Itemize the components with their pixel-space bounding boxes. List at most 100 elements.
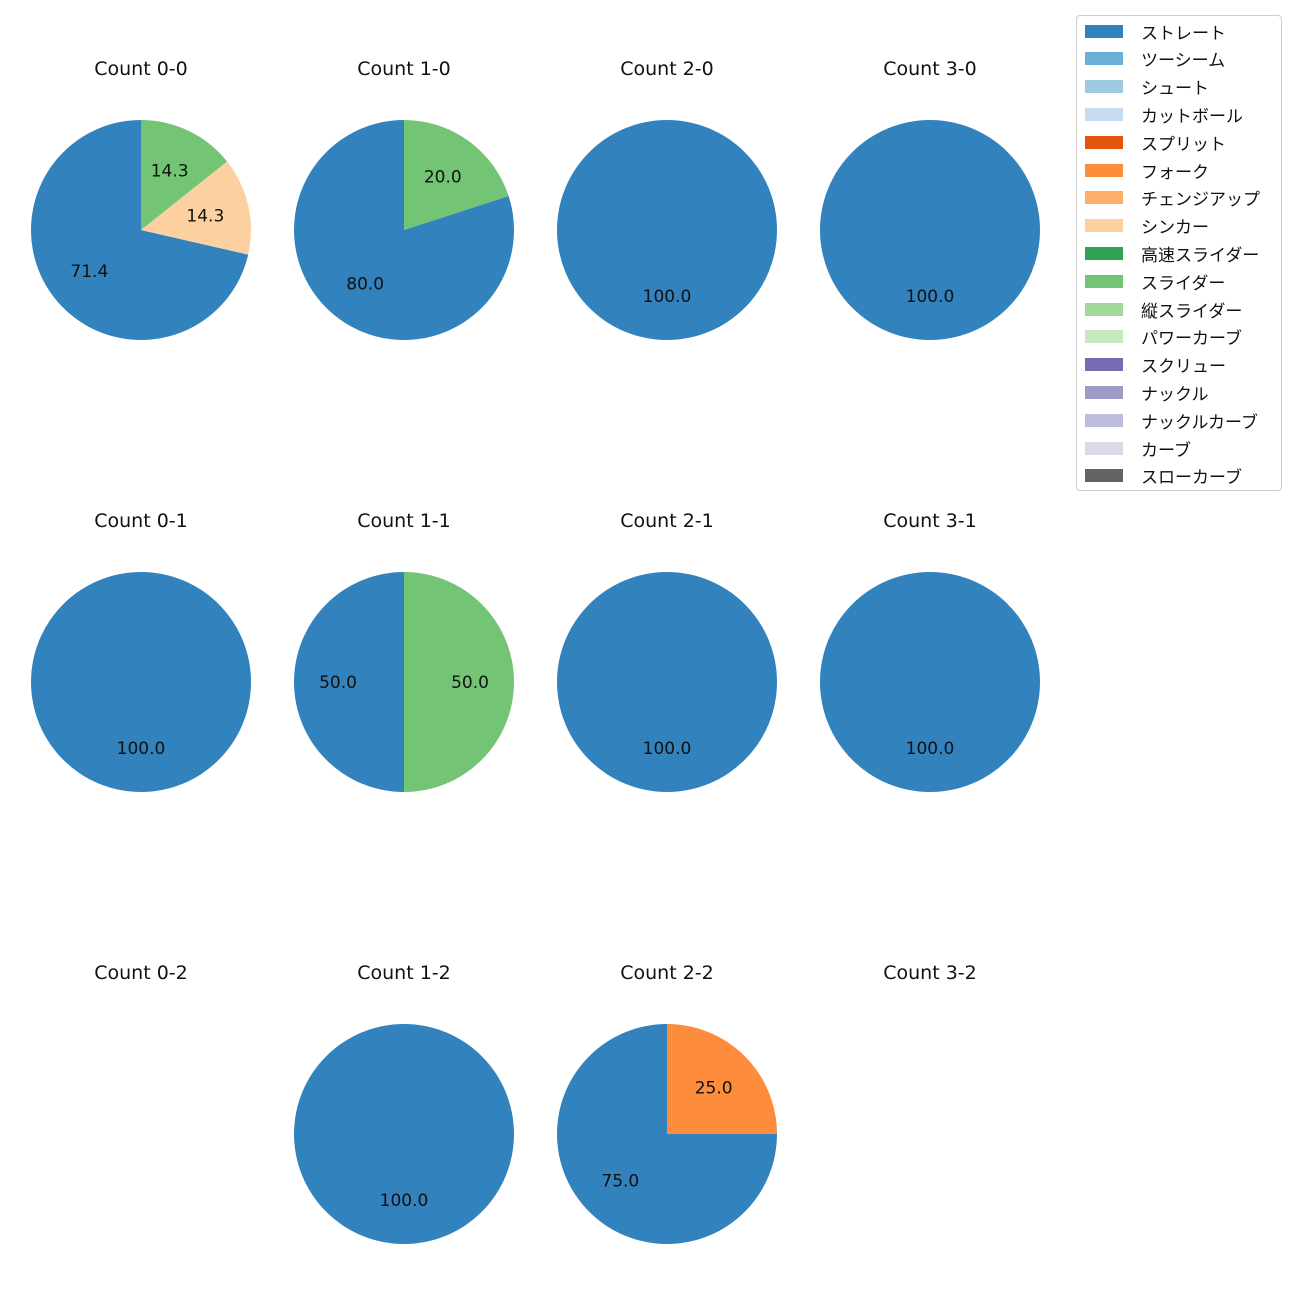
slice-label: 100.0 [906, 287, 955, 307]
legend-label: スローカーブ [1141, 468, 1242, 489]
pie-chart: Count 3-0 100.0 [820, 58, 1040, 340]
legend-swatch [1085, 469, 1123, 483]
slice-label: 50.0 [319, 673, 357, 693]
legend-swatch [1085, 246, 1123, 260]
legend-label: スプリット [1141, 134, 1226, 155]
pie-chart: Count 3-1 100.0 [820, 510, 1040, 792]
legend-label: スクリュー [1141, 357, 1226, 378]
pie-slice [557, 120, 777, 340]
pie-slice [820, 572, 1040, 792]
legend-swatch [1085, 330, 1123, 344]
pie-slice [30, 120, 249, 340]
pie-chart: Count 1-1 50.0 50.0 [294, 510, 514, 792]
chart-title: Count 0-1 [94, 510, 188, 532]
chart-title: Count 2-2 [620, 962, 714, 984]
legend-label: カーブ [1141, 440, 1191, 461]
pie-slice [293, 120, 514, 341]
legend-swatch [1085, 107, 1123, 121]
slice-label: 25.0 [695, 1078, 733, 1098]
legend-item: ツーシーム [1085, 49, 1226, 72]
pie-chart: Count 0-1 100.0 [31, 510, 251, 792]
pie-slice [141, 119, 228, 230]
pie-chart: Count 0-2 [94, 962, 188, 984]
legend-label: ストレート [1141, 23, 1226, 44]
chart-title: Count 1-0 [357, 58, 451, 80]
legend-swatch [1085, 358, 1123, 372]
slice-label: 100.0 [906, 739, 955, 759]
pie-slice [141, 161, 252, 255]
legend-swatch [1085, 413, 1123, 427]
legend-swatch [1085, 135, 1123, 149]
legend-item: スクリュー [1085, 355, 1226, 378]
slice-label: 100.0 [643, 287, 692, 307]
legend-item: スローカーブ [1085, 466, 1242, 489]
slice-label: 100.0 [117, 739, 166, 759]
legend-item: ストレート [1085, 21, 1226, 44]
legend-swatch [1085, 219, 1123, 233]
legend-item: シンカー [1085, 216, 1209, 239]
pie-chart: Count 2-0 100.0 [557, 58, 777, 340]
legend-label: カットボール [1141, 106, 1243, 127]
slice-label: 71.4 [70, 262, 108, 282]
legend-label: シュート [1141, 79, 1209, 100]
legend-label: シンカー [1141, 218, 1209, 239]
pie-slice [667, 1024, 777, 1134]
slice-label: 20.0 [424, 168, 462, 188]
chart-title: Count 3-1 [883, 510, 977, 532]
pie-chart: Count 1-0 80.0 20.0 [293, 58, 514, 341]
legend-item: スプリット [1085, 132, 1226, 155]
legend-item: 縦スライダー [1085, 299, 1243, 322]
legend-item: フォーク [1085, 160, 1209, 183]
slice-label: 100.0 [380, 1191, 429, 1211]
legend-label: 高速スライダー [1141, 245, 1260, 266]
chart-title: Count 3-0 [883, 58, 977, 80]
slice-label: 80.0 [346, 274, 384, 294]
pie-slice [404, 572, 514, 792]
pie-chart: Count 2-2 75.0 25.0 [557, 962, 777, 1244]
legend-label: ナックルカーブ [1141, 412, 1258, 433]
pie-chart: Count 3-2 [883, 962, 977, 984]
slice-label: 100.0 [643, 739, 692, 759]
slice-label: 14.3 [151, 162, 189, 182]
pie-chart: Count 0-0 71.4 14.3 14.3 [30, 58, 252, 340]
legend-label: 縦スライダー [1141, 301, 1243, 322]
legend-swatch [1085, 302, 1123, 316]
pie-slice [557, 572, 777, 792]
slice-label: 75.0 [601, 1172, 639, 1192]
legend-swatch [1085, 163, 1123, 177]
legend-item: カーブ [1085, 438, 1191, 461]
chart-title: Count 2-0 [620, 58, 714, 80]
slice-label: 14.3 [186, 206, 224, 226]
chart-title: Count 1-1 [357, 510, 451, 532]
pie-chart: Count 1-2 100.0 [294, 962, 514, 1244]
legend-swatch [1085, 52, 1123, 66]
legend-swatch [1085, 441, 1123, 455]
legend-label: ツーシーム [1141, 51, 1226, 72]
slice-label: 50.0 [451, 673, 489, 693]
pie-slice [294, 572, 404, 792]
pie-slice [404, 120, 509, 230]
legend-swatch [1085, 191, 1123, 205]
chart-title: Count 2-1 [620, 510, 714, 532]
legend-item: カットボール [1085, 104, 1243, 127]
chart-title: Count 1-2 [357, 962, 451, 984]
pie-slice [820, 120, 1040, 340]
legend-item: パワーカーブ [1085, 327, 1242, 350]
legend-label: ナックル [1141, 384, 1209, 405]
chart-title: Count 0-2 [94, 962, 188, 984]
legend-item: スライダー [1085, 271, 1225, 294]
chart-title: Count 0-0 [94, 58, 188, 80]
pie-slice [294, 1024, 514, 1244]
legend-item: チェンジアップ [1085, 188, 1260, 210]
legend-label: フォーク [1141, 162, 1209, 183]
pie-slice [31, 572, 251, 792]
legend-item: ナックル [1085, 382, 1209, 405]
legend-label: パワーカーブ [1141, 329, 1242, 350]
pie-chart: Count 2-1 100.0 [557, 510, 777, 792]
legend-swatch [1085, 24, 1123, 38]
legend-item: シュート [1085, 77, 1209, 100]
chart-title: Count 3-2 [883, 962, 977, 984]
legend-swatch [1085, 274, 1123, 288]
legend-swatch [1085, 80, 1123, 94]
legend-item: ナックルカーブ [1085, 410, 1258, 433]
